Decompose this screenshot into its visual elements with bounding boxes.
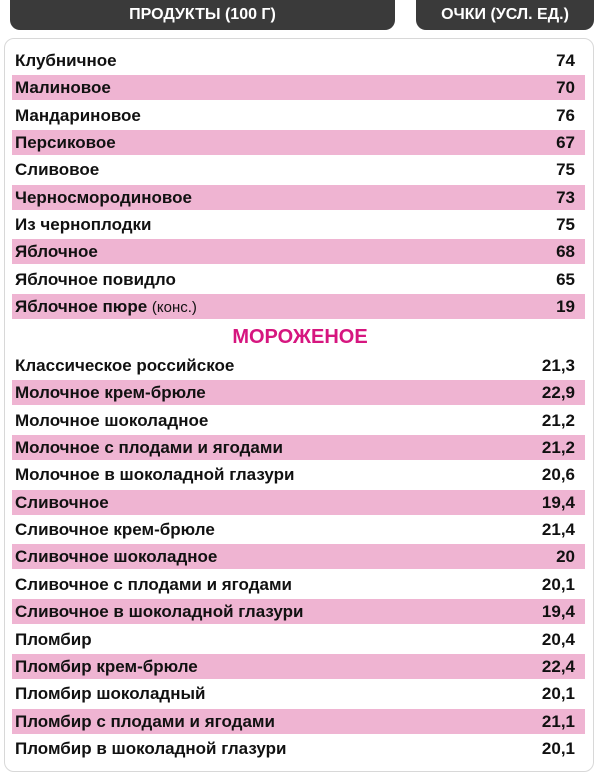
row-label: Сливочное в шоколадной глазури [15,602,304,622]
row-label: Яблочное пюре (конс.) [15,297,197,317]
row-label: Классическое российское [15,356,235,375]
row-value: 73 [556,187,575,207]
row-value: 70 [556,78,575,98]
table-row: Черносмородиновое 73 [12,184,585,210]
table-row: Молочное в шоколадной глазури 20,6 [12,462,585,487]
row-value: 20,4 [541,629,575,649]
row-value: 21,1 [541,711,575,731]
row-label: Пломбир в шоколадной глазури [15,738,287,758]
row-label: Малиновое [15,78,111,98]
column-header: ОЧКИ (УСЛ. ЕД.) [416,0,594,30]
row-label: Сливочное крем-брюле [15,520,215,540]
row-label: Сливочное [15,492,109,512]
row-label: Молочное крем-брюле [15,383,206,403]
row-value: 21,2 [541,410,575,430]
row-label: Сливочное шоколадное [15,547,218,567]
table-row: Яблочное 68 [12,239,585,265]
row-value: 20,1 [541,684,575,704]
row-value: 67 [556,133,575,153]
table-row: Клубничное 74 [12,48,585,73]
table-row: Молочное крем-брюле 22,9 [12,380,585,406]
row-label: Мандариновое [15,105,141,125]
table-row: Персиковое 67 [12,130,585,156]
row-label: Молочное в шоколадной глазури [15,465,295,485]
table-row: Яблочное повидло 65 [12,267,585,292]
table-row: Малиновое 70 [12,75,585,101]
row-label: Пломбир с плодами и ягодами [15,711,275,731]
table-row: Сливочное 19,4 [12,489,585,515]
row-label: Черносмородиновое [15,187,192,207]
table-row: Сливочное крем-брюле 21,4 [12,517,585,542]
row-label: Пломбир [15,629,92,649]
row-value: 75 [556,215,575,235]
column-header: ПРОДУКТЫ (100 Г) [10,0,395,30]
row-value: 65 [556,269,575,289]
row-value: 20,1 [541,574,575,594]
row-value: 19 [556,297,575,317]
row-label: Яблочное повидло [15,269,176,289]
table-row: Пломбир шоколадный 20,1 [12,681,585,706]
table-row: Молочное шоколадное 21,2 [12,408,585,433]
row-value: 22,4 [541,656,575,676]
table-row: Молочное с плодами и ягодами 21,2 [12,435,585,461]
row-value: 20,6 [541,465,575,485]
table-row: Пломбир крем-брюле 22,4 [12,653,585,679]
table-row: Мандариновое 76 [12,103,585,128]
table-row: Яблочное пюре (конс.) 19 [12,294,585,320]
row-value: 19,4 [541,492,575,512]
row-label: Сливовое [15,160,100,180]
row-value: 21,4 [541,520,575,540]
row-value: 19,4 [541,602,575,622]
table-row: Сливовое 75 [12,157,585,182]
row-value: 21,2 [541,438,575,458]
table-row: Пломбир с плодами и ягодами 21,1 [12,708,585,734]
row-label: Пломбир шоколадный [15,684,206,704]
row-value: 76 [556,105,575,125]
table-row: Сливочное в шоколадной глазури 19,4 [12,599,585,625]
row-label: Сливочное с плодами и ягодами [15,574,292,594]
row-label: Клубничное [15,51,117,70]
row-value: 74 [556,51,575,70]
row-label: Персиковое [15,133,116,153]
row-value: 22,9 [541,383,575,403]
row-label: Молочное с плодами и ягодами [15,438,283,458]
row-label: Яблочное [15,242,98,262]
row-label: Из черноплодки [15,215,152,235]
table-row: Пломбир 20,4 [12,627,585,652]
table-row: Классическое российское 21,3 [12,353,585,378]
row-value: 20,1 [541,738,575,758]
table-row: Из черноплодки 75 [12,212,585,237]
row-value: 68 [556,242,575,262]
row-value: 75 [556,160,575,180]
table-row: Пломбир в шоколадной глазури 20,1 [12,736,585,761]
table-row: Сливочное шоколадное 20 [12,544,585,570]
table-row: Сливочное с плодами и ягодами 20,1 [12,572,585,597]
row-note: (конс.) [151,299,197,317]
row-label: Пломбир крем-брюле [15,656,198,676]
section-title: МОРОЖЕНОЕ [232,326,368,348]
row-value: 20 [556,547,575,567]
row-value: 21,3 [541,356,575,375]
row-label: Молочное шоколадное [15,410,209,430]
